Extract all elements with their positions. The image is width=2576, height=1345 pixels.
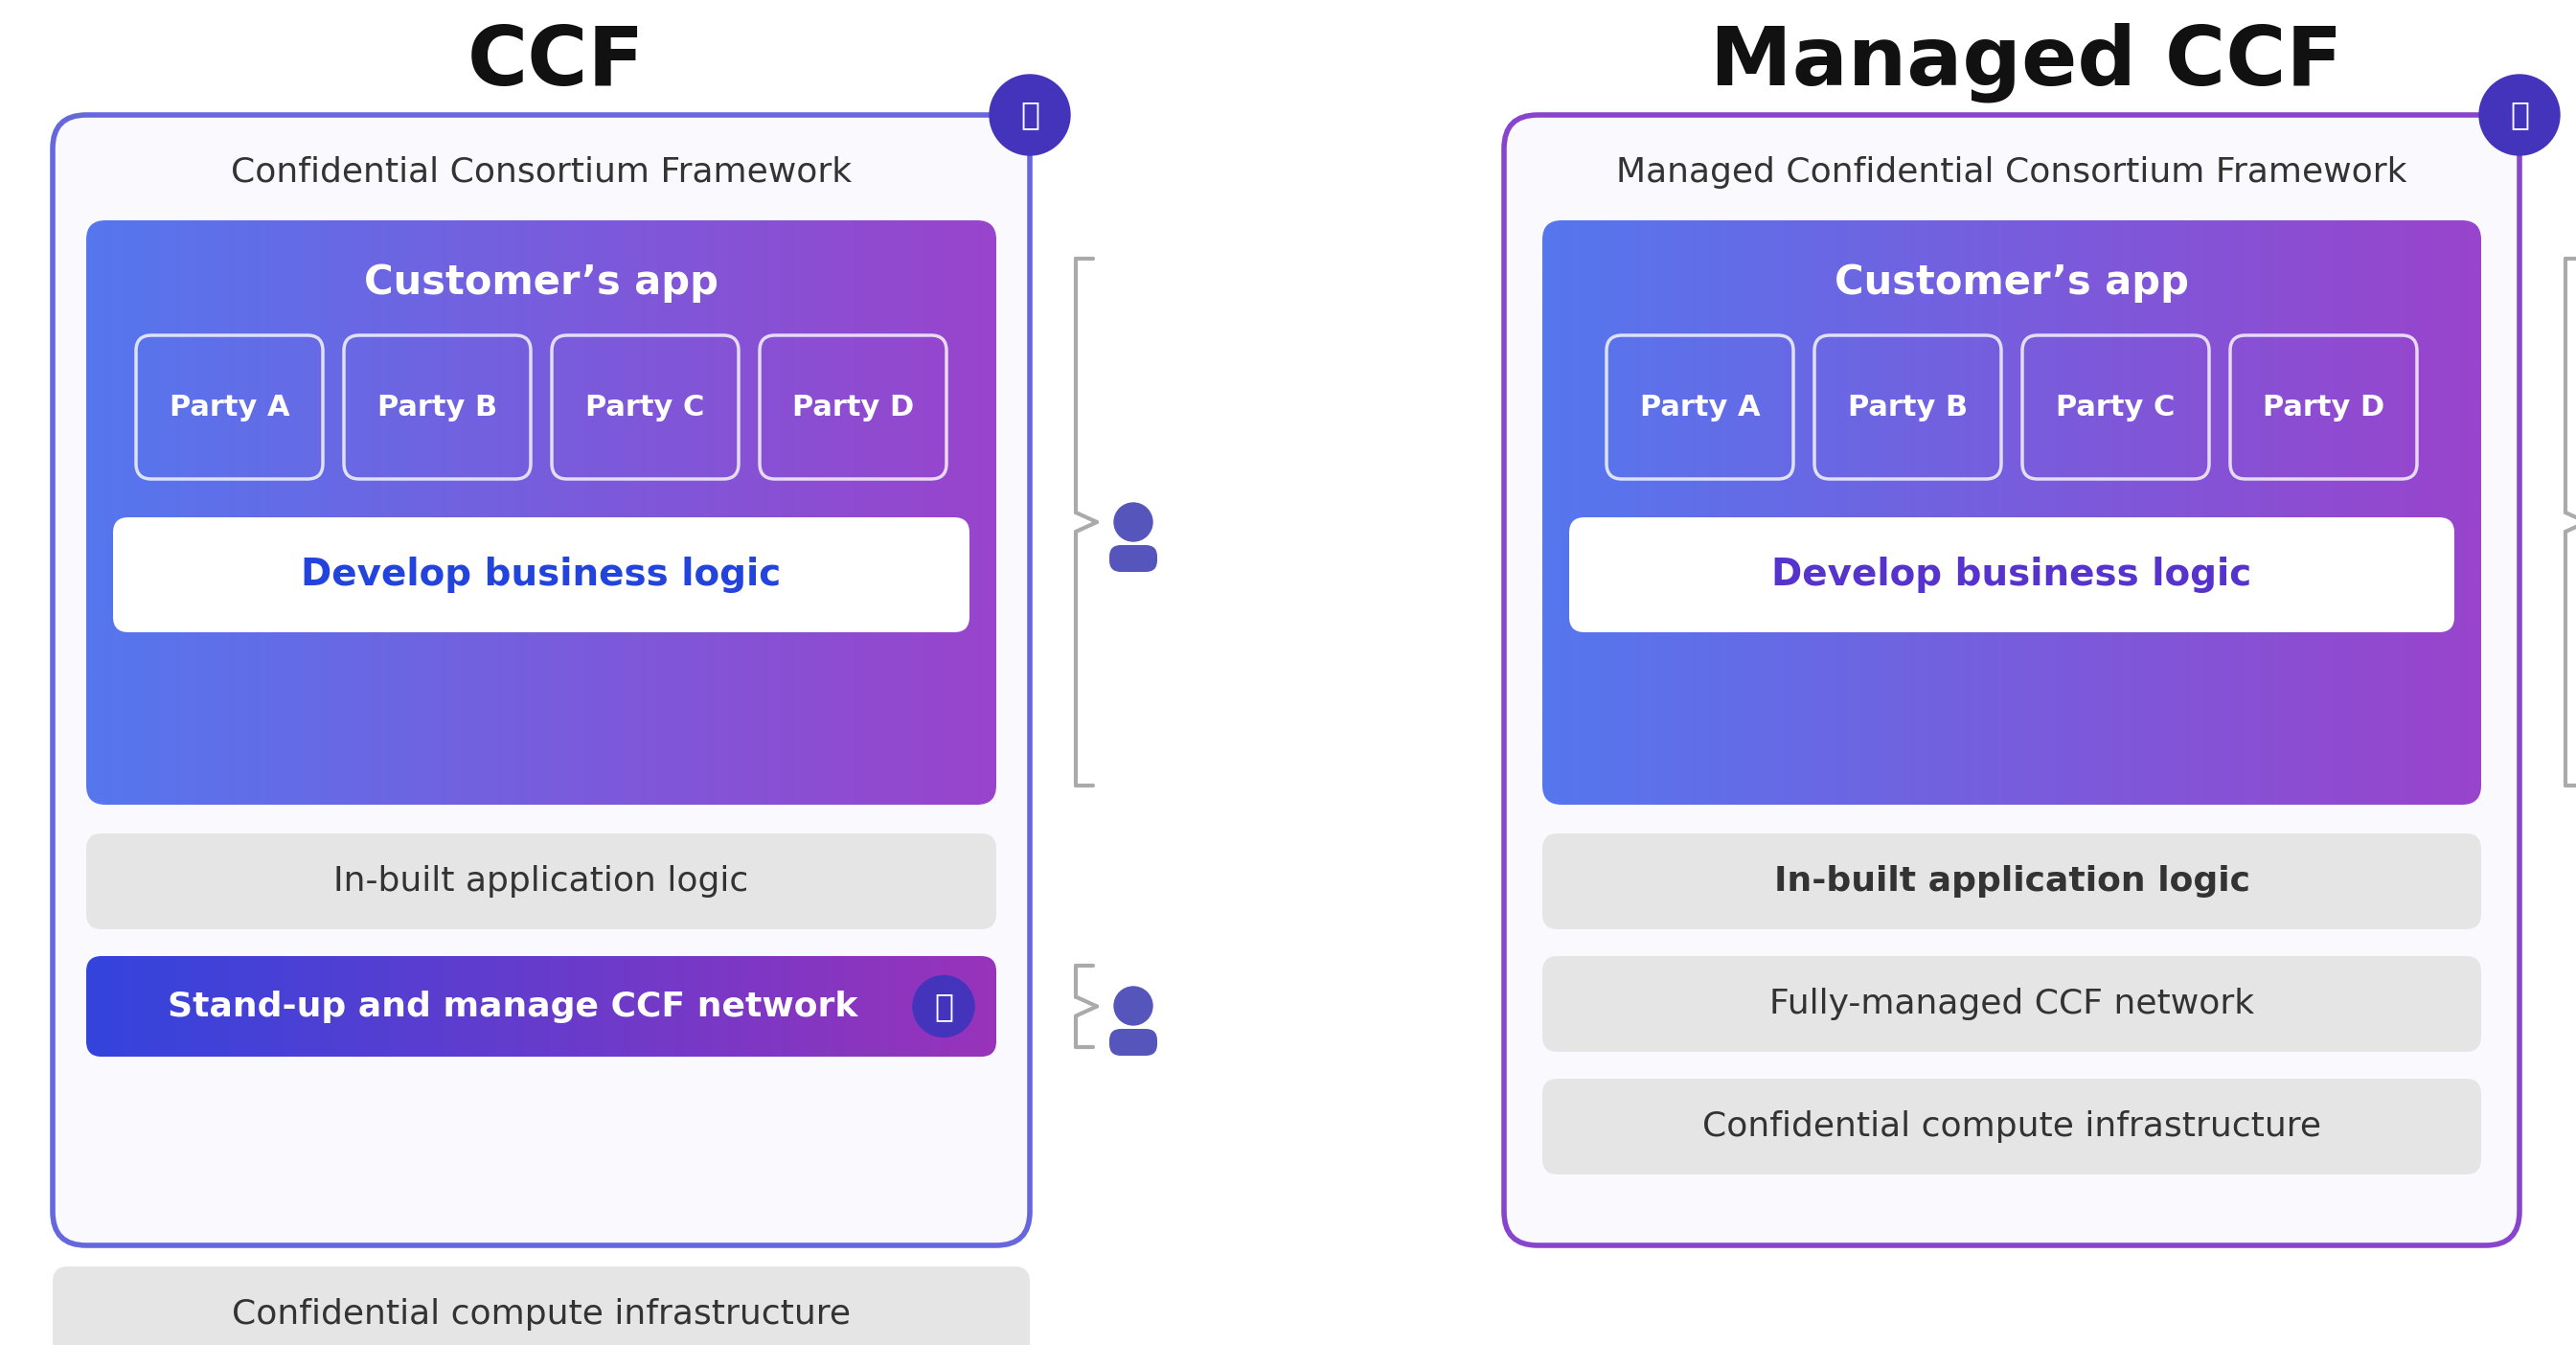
Text: Fully-managed CCF network: Fully-managed CCF network [1770, 987, 2254, 1021]
Circle shape [1115, 503, 1151, 541]
FancyBboxPatch shape [1110, 545, 1157, 572]
Text: Party A: Party A [1641, 393, 1759, 421]
Text: Stand-up and manage CCF network: Stand-up and manage CCF network [167, 990, 858, 1022]
Text: 🔒: 🔒 [2509, 100, 2530, 130]
Circle shape [1115, 987, 1151, 1025]
Text: Develop business logic: Develop business logic [301, 557, 781, 593]
Circle shape [2478, 75, 2561, 155]
FancyBboxPatch shape [113, 518, 969, 632]
Circle shape [912, 975, 974, 1037]
Text: Party B: Party B [1847, 393, 1968, 421]
FancyBboxPatch shape [1110, 1029, 1157, 1056]
Text: Party A: Party A [170, 393, 289, 421]
Text: Develop business logic: Develop business logic [1772, 557, 2251, 593]
FancyBboxPatch shape [1504, 114, 2519, 1245]
Text: Managed CCF: Managed CCF [1710, 23, 2342, 102]
Text: Party B: Party B [376, 393, 497, 421]
Text: Managed Confidential Consortium Framework: Managed Confidential Consortium Framewor… [1615, 156, 2406, 188]
FancyBboxPatch shape [1543, 956, 2481, 1052]
Text: Customer’s app: Customer’s app [363, 262, 719, 303]
Text: Party C: Party C [2056, 393, 2174, 421]
Text: In-built application logic: In-built application logic [335, 865, 750, 897]
Text: CCF: CCF [466, 23, 644, 102]
Text: Party C: Party C [585, 393, 706, 421]
Text: In-built application logic: In-built application logic [1775, 865, 2249, 897]
FancyBboxPatch shape [85, 834, 997, 929]
FancyBboxPatch shape [1569, 518, 2455, 632]
Text: Customer’s app: Customer’s app [1834, 262, 2190, 303]
Text: Confidential compute infrastructure: Confidential compute infrastructure [232, 1298, 850, 1330]
Text: Confidential Consortium Framework: Confidential Consortium Framework [232, 156, 853, 188]
Text: Confidential compute infrastructure: Confidential compute infrastructure [1703, 1110, 2321, 1143]
FancyBboxPatch shape [1543, 834, 2481, 929]
Text: 🔒: 🔒 [935, 990, 953, 1022]
Circle shape [989, 75, 1069, 155]
FancyBboxPatch shape [52, 114, 1030, 1245]
Text: Party D: Party D [793, 393, 914, 421]
FancyBboxPatch shape [1543, 1079, 2481, 1174]
FancyBboxPatch shape [52, 1267, 1030, 1345]
Text: Party D: Party D [2262, 393, 2385, 421]
Text: 🔒: 🔒 [1020, 100, 1038, 130]
